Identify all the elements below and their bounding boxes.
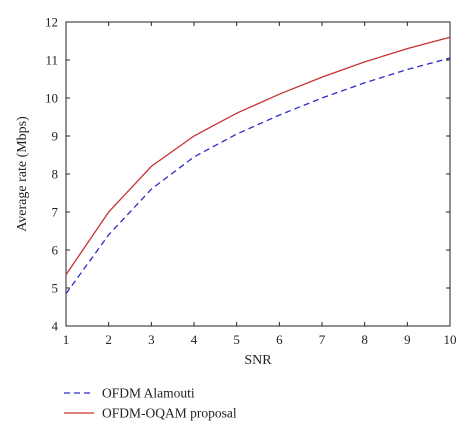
x-tick-label: 10 (444, 332, 457, 347)
y-tick-label: 11 (45, 53, 58, 68)
y-axis-label: Average rate (Mbps) (15, 116, 30, 232)
y-tick-label: 10 (45, 91, 58, 106)
plot-area (65, 21, 451, 327)
x-tick-label: 5 (233, 332, 240, 347)
legend: OFDM Alamouti OFDM-OQAM proposal (64, 386, 237, 421)
series-line-1 (65, 57, 451, 295)
x-tick-label: 8 (361, 332, 368, 347)
x-tick-label: 4 (191, 332, 198, 347)
x-tick-label: 9 (404, 332, 411, 347)
y-tick-label: 9 (52, 129, 59, 144)
legend-label-1: OFDM Alamouti (102, 386, 195, 401)
y-tick-label: 7 (52, 205, 59, 220)
y-tick-label: 6 (52, 243, 59, 258)
y-tick-label: 12 (45, 15, 58, 30)
x-tick-label: 3 (148, 332, 155, 347)
x-tick-label: 2 (105, 332, 112, 347)
series-line-2 (65, 36, 451, 276)
y-tick-label: 4 (52, 319, 59, 334)
series-lines (65, 36, 451, 295)
x-tick-label: 6 (276, 332, 283, 347)
y-tick-label: 8 (52, 167, 59, 182)
x-axis-label: SNR (244, 353, 272, 368)
legend-label-2: OFDM-OQAM proposal (102, 406, 237, 421)
x-tick-label: 1 (63, 332, 70, 347)
x-tick-label: 7 (319, 332, 326, 347)
y-tick-label: 5 (52, 281, 59, 296)
plot-frame (65, 21, 451, 327)
